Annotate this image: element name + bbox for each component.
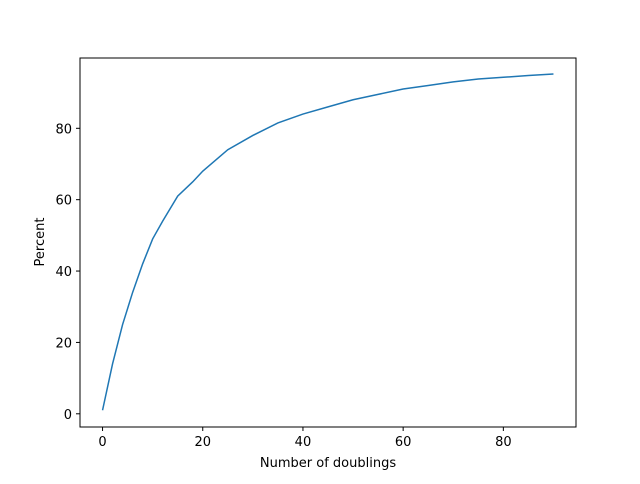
y-tick-label: 0 <box>64 408 72 423</box>
y-tick-label: 20 <box>55 336 72 351</box>
x-tick-label: 40 <box>295 435 312 450</box>
x-tick-label: 20 <box>194 435 211 450</box>
x-axis-label: Number of doublings <box>260 456 396 471</box>
axes-frame <box>79 57 577 428</box>
y-axis-label: Percent <box>33 218 48 267</box>
data-line <box>101 73 554 411</box>
x-tick-label: 60 <box>395 435 412 450</box>
x-tick-label: 0 <box>98 435 106 450</box>
y-tick-label: 40 <box>55 265 72 280</box>
y-tick-label: 60 <box>55 194 72 209</box>
x-tick-label: 80 <box>495 435 512 450</box>
y-tick-label: 80 <box>55 122 72 137</box>
